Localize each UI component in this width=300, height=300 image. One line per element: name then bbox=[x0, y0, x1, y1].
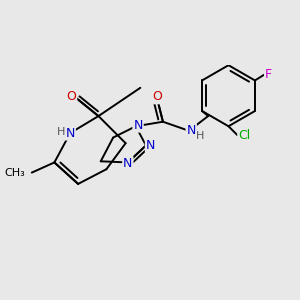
Text: H: H bbox=[57, 127, 65, 137]
Text: N: N bbox=[187, 124, 196, 137]
Text: N: N bbox=[146, 139, 155, 152]
Text: CH₃: CH₃ bbox=[4, 168, 25, 178]
Text: O: O bbox=[152, 90, 162, 104]
Text: H: H bbox=[196, 131, 204, 141]
Text: N: N bbox=[123, 157, 133, 170]
Text: N: N bbox=[134, 118, 143, 132]
Text: Cl: Cl bbox=[238, 129, 250, 142]
Text: N: N bbox=[65, 127, 75, 140]
Text: F: F bbox=[265, 68, 272, 81]
Text: O: O bbox=[66, 90, 76, 104]
